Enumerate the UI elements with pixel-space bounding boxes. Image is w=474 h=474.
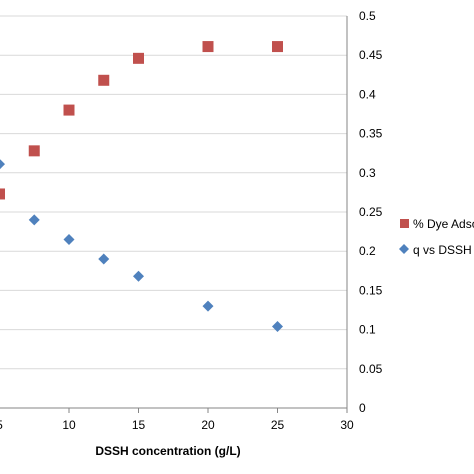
legend-label-q-vs-dssh: q vs DSSH c	[413, 243, 474, 257]
right-y-tick-label: 0.15	[359, 283, 383, 297]
right-y-tick-label: 0.35	[359, 127, 383, 141]
x-tick-label: 10	[62, 418, 76, 432]
data-marks	[0, 41, 283, 332]
q-vs-dssh-point	[28, 214, 40, 226]
x-axis-title: DSSH concentration (g/L)	[95, 444, 240, 458]
dye-adsorption-point	[272, 41, 283, 53]
right-y-tick-label: 0.2	[359, 244, 376, 258]
right-y-tick-label: 0.1	[359, 323, 376, 337]
right-y-tick-label: 0.25	[359, 205, 383, 219]
right-y-tick-label: 0.3	[359, 166, 376, 180]
q-vs-dssh-point	[202, 300, 214, 312]
right-y-tick-label: 0.05	[359, 362, 383, 376]
q-vs-dssh-point	[63, 233, 75, 245]
dye-adsorption-point	[202, 41, 214, 53]
x-tick-label: 5	[0, 418, 3, 432]
x-tick-label: 30	[340, 418, 354, 432]
legend-swatch-dye-adsorption	[400, 219, 409, 228]
x-tick-label: 20	[201, 418, 215, 432]
dye-adsorption-point	[133, 52, 144, 64]
q-vs-dssh-point	[272, 320, 283, 332]
legend-swatch-q-vs-dssh	[399, 244, 409, 254]
x-tick-labels: 5 10 15 20 25 30	[0, 418, 354, 432]
legend: % Dye Adso q vs DSSH c	[399, 217, 474, 257]
legend-label-dye-adsorption: % Dye Adso	[413, 217, 474, 231]
right-y-tick-label: 0.45	[359, 48, 383, 62]
x-tick-label: 25	[271, 418, 285, 432]
right-y-tick-labels: 0 0.05 0.1 0.15 0.2 0.25 0.3 0.35 0.4 0.45 0.5	[359, 9, 383, 415]
dye-adsorption-point	[28, 145, 40, 157]
q-vs-dssh-point	[0, 159, 5, 170]
dye-adsorption-point	[63, 104, 75, 116]
dye-adsorption-point	[0, 188, 5, 200]
x-tick-label: 15	[132, 418, 146, 432]
right-y-tick-label: 0.4	[359, 87, 376, 101]
q-vs-dssh-point	[133, 270, 144, 282]
dye-adsorption-point	[98, 74, 110, 86]
right-y-tick-label: 0.5	[359, 9, 376, 23]
q-vs-dssh-point	[98, 253, 110, 265]
right-y-tick-label: 0	[359, 401, 366, 415]
gridlines	[0, 15, 348, 413]
